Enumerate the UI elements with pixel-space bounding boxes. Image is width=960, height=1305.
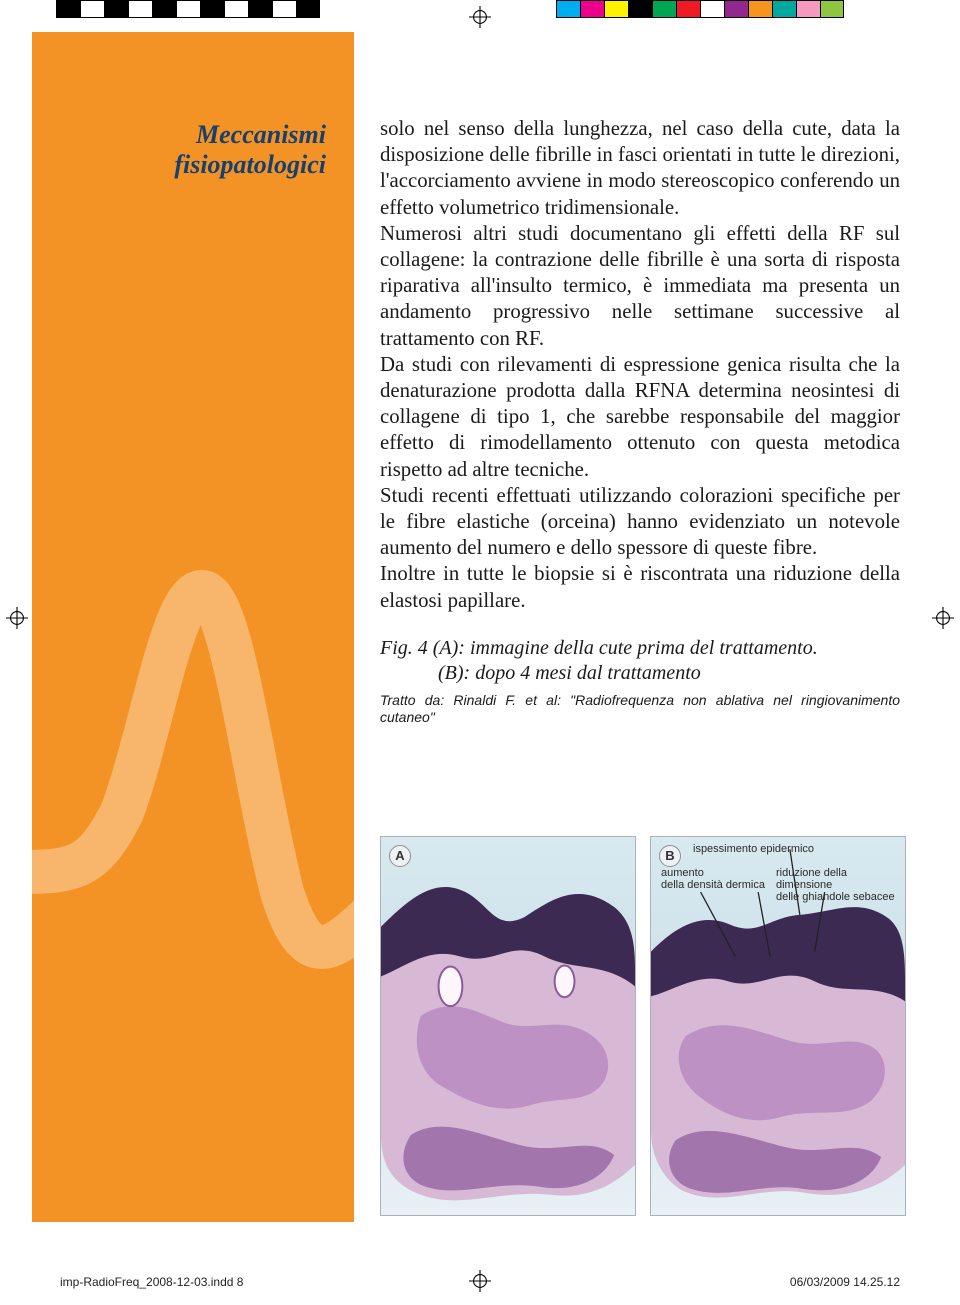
histology-panel-b: B ispessimento epidermico aumento della …	[650, 836, 906, 1216]
histology-a-svg	[381, 837, 635, 1215]
source-attribution: Tratto da: Rinaldi F. et al: "Radiofrequ…	[380, 692, 900, 727]
sidebar-wave-graphic	[32, 552, 354, 972]
registration-target-right	[932, 607, 954, 629]
figure-row: A B ispessimento epidermico aumento dell…	[380, 836, 908, 1216]
registration-target-left	[6, 607, 28, 629]
footer-right: 06/03/2009 14.25.12	[790, 1275, 900, 1289]
panel-b-label: B	[659, 845, 681, 867]
histology-panel-a: A	[380, 836, 636, 1216]
footer-left: imp-RadioFreq_2008-12-03.indd 8	[60, 1275, 243, 1289]
sidebar-title: Meccanismi fisiopatologici	[174, 120, 326, 180]
figure-caption-a: Fig. 4 (A): immagine della cute prima de…	[380, 637, 818, 659]
main-column: solo nel senso della lunghezza, nel caso…	[380, 116, 900, 727]
figure-caption-b: (B): dopo 4 mesi dal trattamento	[380, 661, 900, 686]
prepress-footer: imp-RadioFreq_2008-12-03.indd 8 06/03/20…	[60, 1275, 900, 1289]
registration-target-top	[469, 6, 491, 28]
sidebar: Meccanismi fisiopatologici	[32, 32, 354, 1222]
colorbar-left	[56, 0, 320, 18]
body-paragraph: solo nel senso della lunghezza, nel caso…	[380, 116, 900, 614]
sidebar-title-line1: Meccanismi	[196, 120, 326, 149]
colorbar-right	[556, 0, 844, 18]
figure-caption: Fig. 4 (A): immagine della cute prima de…	[380, 636, 900, 686]
panel-a-label: A	[389, 845, 411, 867]
panel-b-ann-top: ispessimento epidermico	[693, 843, 814, 855]
panel-b-ann-right: riduzione della dimensione delle ghiando…	[776, 867, 904, 903]
panel-b-ann-left: aumento della densità dermica	[661, 867, 771, 891]
sidebar-title-line2: fisiopatologici	[174, 150, 326, 179]
